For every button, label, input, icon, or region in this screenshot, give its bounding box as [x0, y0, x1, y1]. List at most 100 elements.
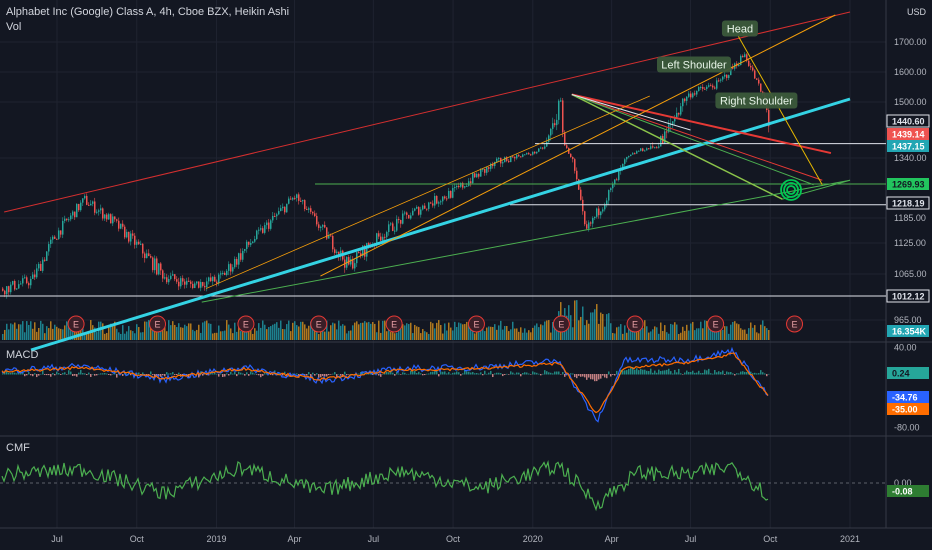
candle — [18, 284, 20, 289]
grid-lines — [0, 0, 886, 528]
volume-bar — [98, 321, 100, 340]
macd-hist-bar — [540, 374, 542, 376]
macd-hist-bar — [562, 371, 564, 375]
candle — [214, 276, 216, 282]
macd-hist-bar — [4, 371, 6, 375]
macd-hist-bar — [724, 374, 726, 375]
macd-hist-bar — [702, 372, 704, 375]
volume-bar — [48, 328, 50, 340]
macd-hist-bar — [662, 370, 664, 375]
symbol-title[interactable]: Alphabet Inc (Google) Class A, 4h, Cboe … — [6, 6, 290, 18]
candle — [268, 222, 270, 229]
volume-bar — [84, 332, 86, 340]
macd-hist-bar — [254, 373, 256, 375]
volume-bar — [458, 322, 460, 340]
macd-hist-bar — [52, 373, 54, 375]
volume-indicator-label[interactable]: Vol — [6, 21, 22, 33]
candle — [220, 273, 222, 275]
volume-bar — [138, 327, 140, 340]
candle — [16, 288, 18, 290]
macd-hist-bar — [416, 372, 418, 375]
volume-bar — [748, 328, 750, 340]
volume-bars — [2, 300, 770, 340]
volume-bar — [326, 320, 328, 340]
macd-hist-bar — [232, 373, 234, 375]
volume-bar — [486, 327, 488, 340]
macd-hist-bar — [730, 372, 732, 375]
candle — [202, 282, 204, 286]
candle — [206, 281, 208, 288]
candle — [556, 119, 558, 126]
volume-bar — [462, 324, 464, 340]
candle — [380, 236, 382, 241]
volume-bar — [756, 332, 758, 340]
macd-hist-bar — [178, 372, 180, 375]
time-axis-label: 2019 — [206, 534, 226, 544]
volume-bar — [434, 328, 436, 340]
candle — [492, 163, 494, 166]
candle — [602, 209, 604, 212]
earnings-marker[interactable] — [467, 315, 485, 333]
macd-hist-bar — [258, 374, 260, 376]
earnings-marker[interactable] — [626, 315, 644, 333]
candle — [330, 235, 332, 237]
macd-hist-bar — [710, 373, 712, 375]
candle — [696, 90, 698, 95]
earnings-marker-label: E — [473, 320, 479, 330]
volume-bar — [484, 331, 486, 340]
volume-bar — [380, 332, 382, 340]
candle — [36, 268, 38, 278]
earnings-marker[interactable] — [67, 315, 85, 333]
price-label-bg — [887, 128, 929, 140]
volume-bar — [180, 327, 182, 340]
macd-hist-bar — [714, 369, 716, 375]
volume-bar — [126, 331, 128, 340]
volume-bar — [740, 328, 742, 340]
macd-hist-bar — [404, 372, 406, 375]
price-axis-tick: 1185.00 — [894, 213, 926, 223]
volume-bar — [142, 332, 144, 340]
macd-hist-bar — [306, 374, 308, 376]
cmf-indicator-label[interactable]: CMF — [6, 442, 30, 454]
price-label: 1218.19 — [892, 199, 925, 209]
macd-hist-bar — [614, 374, 616, 376]
macd-hist-bar — [696, 372, 698, 375]
macd-hist-bar — [110, 374, 112, 376]
volume-bar — [732, 321, 734, 340]
earnings-marker[interactable] — [707, 315, 725, 333]
earnings-marker[interactable] — [786, 315, 804, 333]
volume-bar — [730, 324, 732, 340]
earnings-marker-label: E — [558, 320, 564, 330]
macd-indicator-label[interactable]: MACD — [6, 349, 39, 361]
volume-bar — [496, 329, 498, 340]
candle — [144, 253, 146, 259]
volume-bar — [710, 324, 712, 340]
candle — [318, 224, 320, 228]
earnings-marker[interactable] — [237, 315, 255, 333]
volume-bar — [216, 332, 218, 340]
macd-hist-bar — [32, 374, 34, 377]
earnings-marker[interactable] — [385, 315, 403, 333]
earnings-marker[interactable] — [149, 315, 167, 333]
candle — [382, 236, 384, 241]
macd-hist-bar — [440, 371, 442, 375]
earnings-marker[interactable] — [310, 315, 328, 333]
macd-hist-bar — [612, 374, 614, 375]
candle — [332, 236, 334, 250]
volume-bar — [734, 321, 736, 340]
currency-label[interactable]: USD — [907, 7, 927, 17]
earnings-marker[interactable] — [552, 315, 570, 333]
volume-bar — [726, 326, 728, 340]
candle — [590, 222, 592, 224]
candle — [58, 230, 60, 240]
volume-bar — [256, 330, 258, 340]
macd-hist-bar — [198, 374, 200, 378]
volume-bar — [108, 325, 110, 340]
volume-bar — [608, 313, 610, 340]
candle — [42, 259, 44, 271]
macd-hist-bar — [608, 371, 610, 375]
price-axis-tick: 1125.00 — [894, 238, 926, 248]
candle — [328, 235, 330, 239]
candle — [246, 241, 248, 249]
